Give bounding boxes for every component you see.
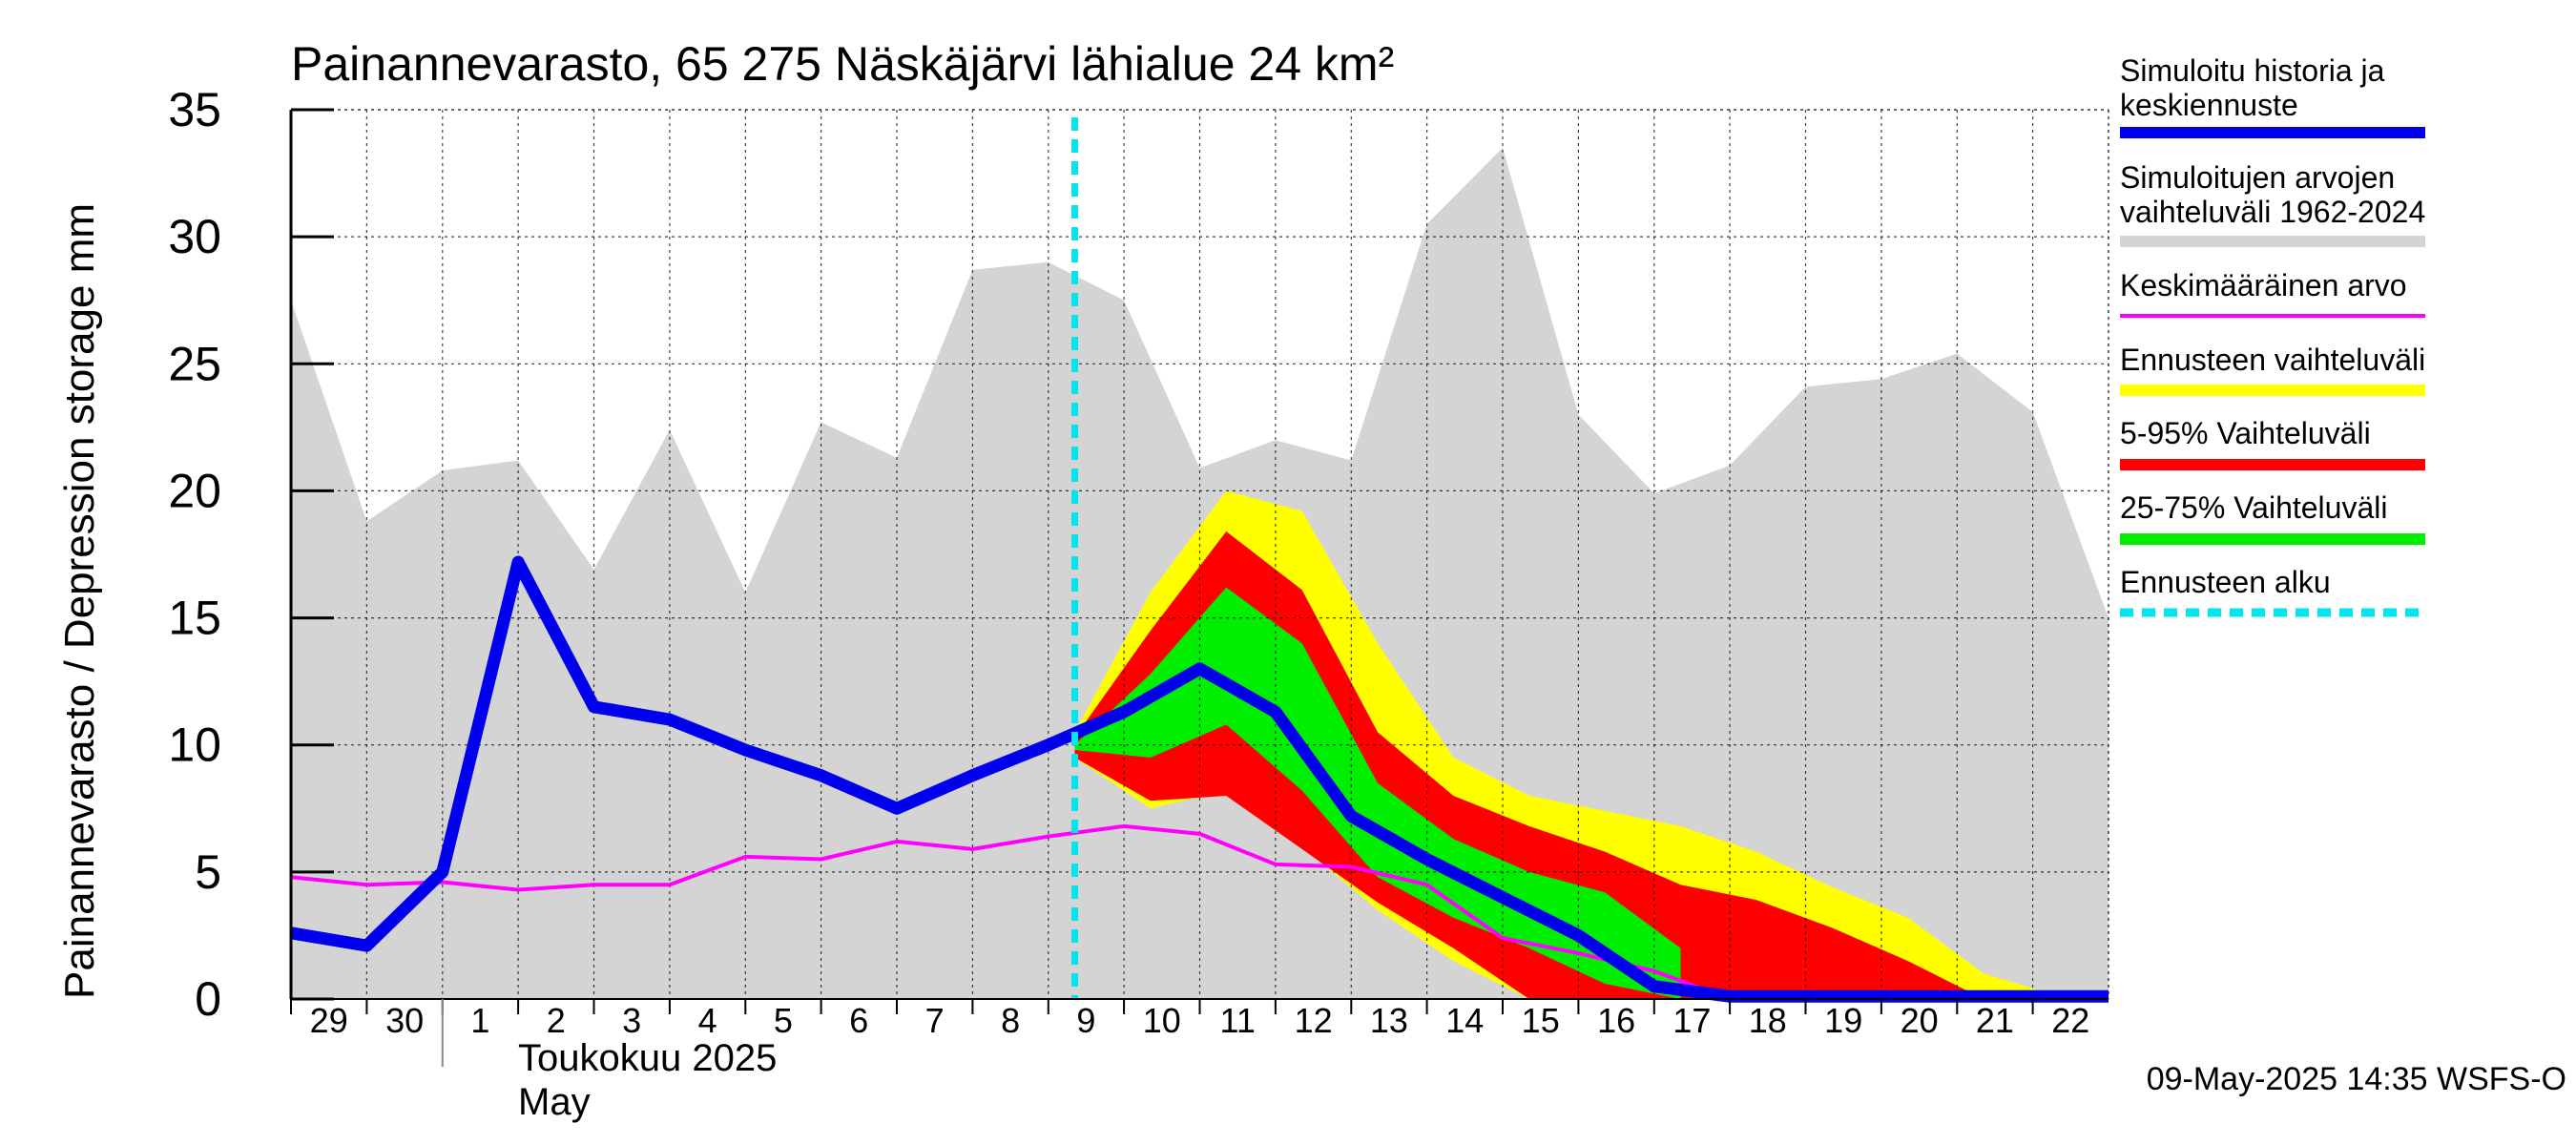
legend-label: Keskimääräinen arvo	[2120, 268, 2407, 302]
legend-label: Ennusteen alku	[2120, 565, 2331, 599]
x-tick-label: 15	[1522, 1001, 1560, 1040]
chart-title: Painannevarasto, 65 275 Näskäjärvi lähia…	[291, 37, 1394, 91]
legend-label: Simuloitujen arvojen	[2120, 160, 2395, 195]
x-tick-label: 19	[1824, 1001, 1862, 1040]
x-tick-label: 13	[1370, 1001, 1408, 1040]
y-tick-label: 25	[168, 337, 221, 390]
x-tick-label: 1	[470, 1001, 489, 1040]
y-tick-label: 35	[168, 83, 221, 136]
x-tick-label: 21	[1976, 1001, 2014, 1040]
x-tick-label: 2	[547, 1001, 566, 1040]
x-tick-label: 6	[849, 1001, 868, 1040]
legend-label: Ennusteen vaihteluväli	[2120, 343, 2425, 377]
legend-label: Simuloitu historia ja	[2120, 53, 2385, 88]
y-tick-label: 5	[195, 845, 221, 899]
x-tick-label: 5	[774, 1001, 793, 1040]
footer-timestamp: 09-May-2025 14:35 WSFS-O	[2147, 1061, 2566, 1097]
y-tick-label: 0	[195, 972, 221, 1026]
y-tick-label: 10	[168, 718, 221, 772]
x-tick-label: 11	[1220, 1001, 1256, 1040]
x-tick-label: 22	[2051, 1001, 2089, 1040]
p5-95-area	[1074, 531, 2060, 999]
x-tick-label: 29	[310, 1001, 348, 1040]
y-axis-label: Painannevarasto / Depression storage mm	[56, 203, 103, 999]
legend-label: vaihteluväli 1962-2024	[2120, 195, 2425, 229]
x-tick-label: 30	[385, 1001, 424, 1040]
x-tick-label: 4	[698, 1001, 717, 1040]
month-label-en: May	[518, 1081, 591, 1123]
x-tick-label: 10	[1143, 1001, 1181, 1040]
x-tick-label: 12	[1295, 1001, 1333, 1040]
month-label-fi: Toukokuu 2025	[518, 1037, 777, 1079]
y-tick-label: 30	[168, 210, 221, 263]
y-tick-label: 20	[168, 464, 221, 517]
x-tick-label: 14	[1445, 1001, 1484, 1040]
grid-layer	[291, 109, 2109, 999]
x-tick-label: 3	[622, 1001, 641, 1040]
legend-label: 25-75% Vaihteluväli	[2120, 490, 2387, 525]
x-tick-label: 9	[1076, 1001, 1095, 1040]
legend-label: 5-95% Vaihteluväli	[2120, 416, 2371, 450]
x-tick-label: 7	[925, 1001, 945, 1040]
main-series-line	[289, 555, 2109, 1003]
x-tick-label: 18	[1749, 1001, 1787, 1040]
x-tick-label: 17	[1672, 1001, 1711, 1040]
x-tick-label: 16	[1597, 1001, 1635, 1040]
x-tick-label: 8	[1001, 1001, 1020, 1040]
x-tick-label: 20	[1901, 1001, 1939, 1040]
y-tick-label: 15	[168, 592, 221, 645]
legend-label: keskiennuste	[2120, 88, 2298, 122]
